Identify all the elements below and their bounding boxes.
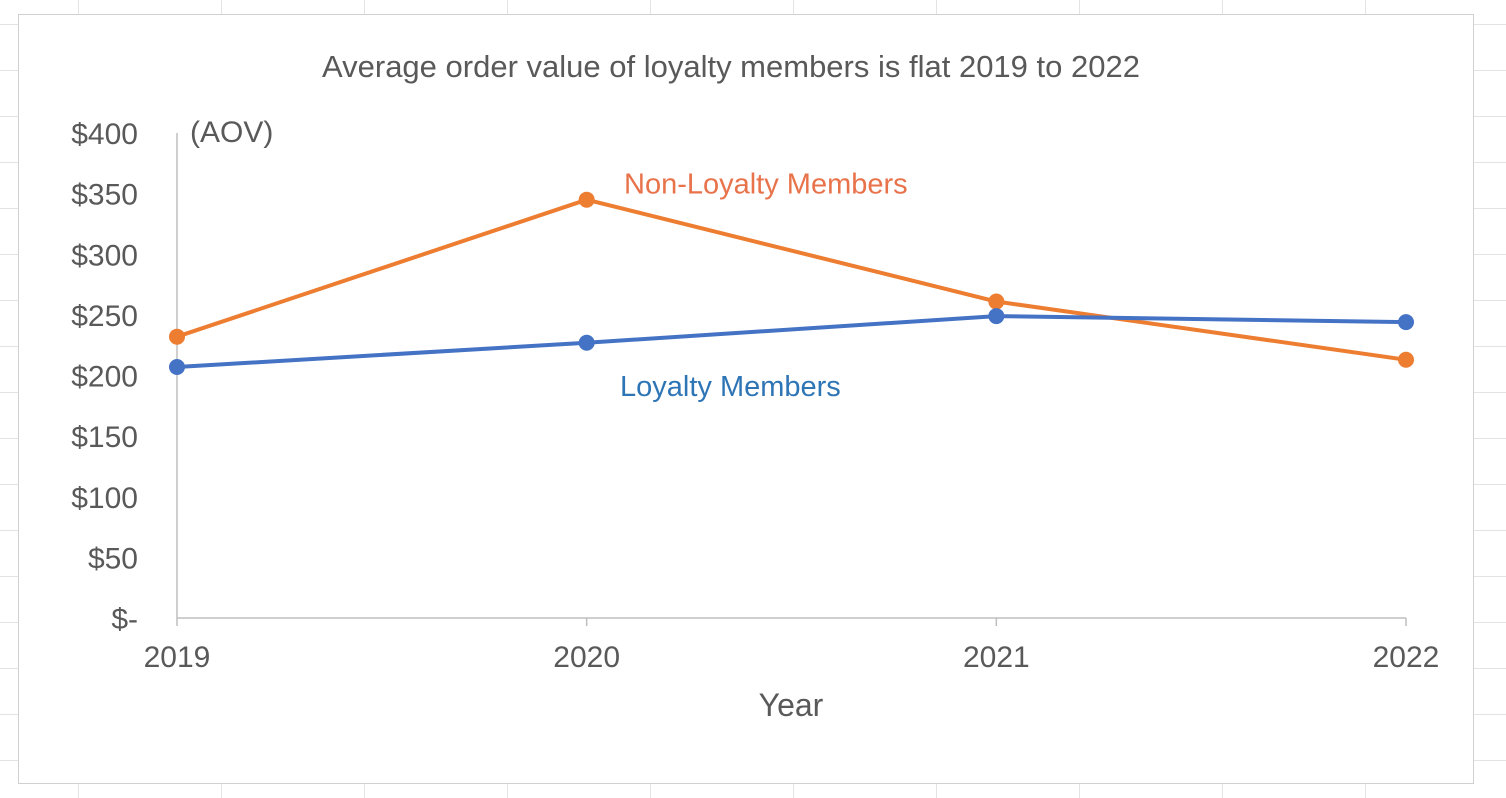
y-tick-label: $350 [71,179,138,212]
data-point-loyalty-members [169,359,185,376]
data-point-non-loyalty-members [1398,351,1414,368]
y-axis-unit-label: (AOV) [190,116,273,149]
x-axis-title: Year [759,687,824,723]
chart-area[interactable] [18,14,1474,784]
y-tick-label: $250 [71,300,138,333]
x-tick-label: 2020 [553,641,620,674]
y-axis-tick-labels: $- $50 $100 $150 $200 $250 $300 $350 $400 [71,118,138,636]
y-tick-label: $400 [71,118,138,151]
series-line-loyalty-members [176,314,1407,370]
y-tick-label: $50 [88,542,138,575]
x-tick-label: 2022 [1373,641,1440,674]
data-point-loyalty-members [1398,314,1414,331]
axes [176,133,1407,626]
series-label-non-loyalty-members: Non-Loyalty Members [624,169,908,201]
data-point-non-loyalty-members [578,191,595,208]
data-point-non-loyalty-members [988,293,1005,310]
x-axis-tick-labels: 2019 2020 2021 2022 [144,641,1440,674]
data-point-loyalty-members [988,308,1005,325]
series-layer [169,191,1414,376]
y-tick-label: $- [111,603,138,636]
data-point-loyalty-members [578,334,595,351]
data-point-non-loyalty-members [169,328,185,345]
x-tick-label: 2019 [144,641,211,674]
y-tick-label: $200 [71,361,138,394]
chart-title: Average order value of loyalty members i… [322,49,1140,84]
series-labels: Non-Loyalty Members Loyalty Members [620,169,908,403]
y-tick-label: $150 [71,421,138,454]
y-tick-label: $300 [71,239,138,272]
series-label-loyalty-members: Loyalty Members [620,371,841,403]
x-tick-label: 2021 [963,641,1030,674]
y-tick-label: $100 [71,482,138,515]
series-line-non-loyalty-members [176,197,1407,362]
